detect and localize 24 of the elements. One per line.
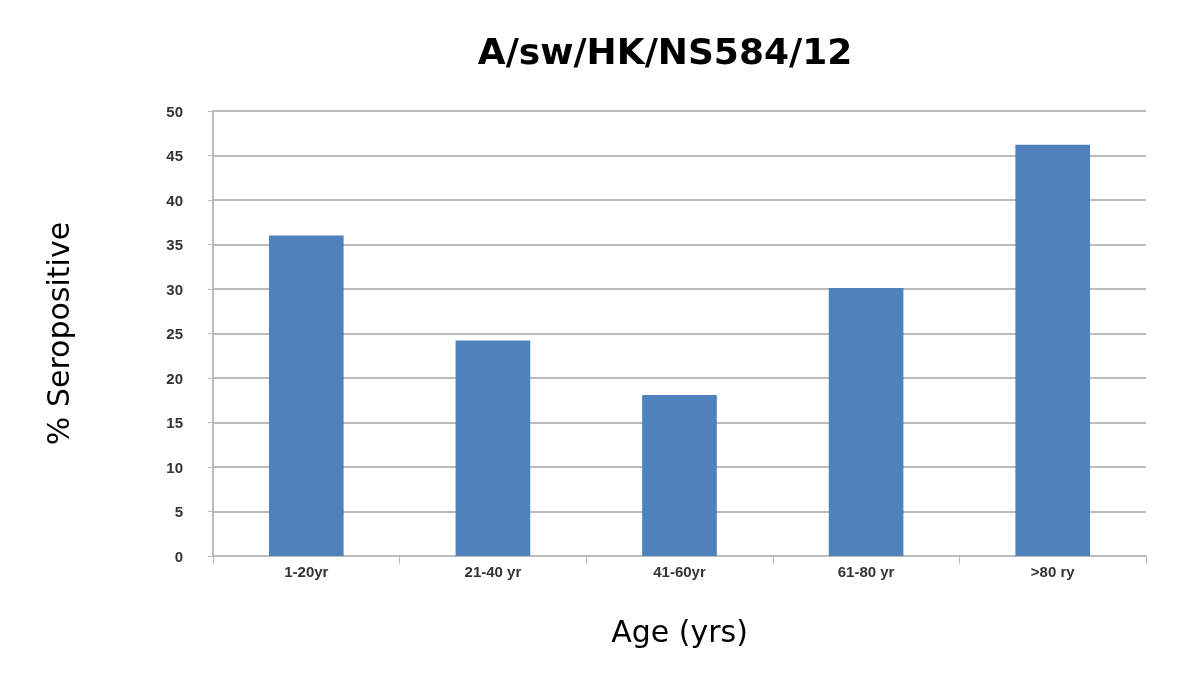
y-tick-label: 0 [174,547,183,565]
x-axis-title: Age (yrs) [611,613,748,649]
y-tick-label: 40 [166,191,183,209]
y-tick-label: 30 [166,280,183,298]
bar [1015,144,1091,556]
y-tick-label: 5 [174,503,183,520]
y-tick-label: 35 [166,236,183,253]
y-tick-label: 20 [166,369,183,387]
y-tick-label: 50 [166,102,183,120]
x-tick-label: 21-40 yr [464,563,522,580]
x-tick-label: 61-80 yr [837,563,895,580]
y-tick-label: 10 [166,458,183,476]
chart-title: A/sw/HK/NS584/12 [477,30,853,72]
y-tick-label: 25 [166,325,183,342]
y-axis-title: % Seropositive [40,221,76,446]
bar [455,340,531,556]
x-tick-label: >80 ry [1030,563,1076,580]
bar [268,235,344,556]
y-tick-label: 15 [166,414,183,431]
bar [642,394,717,556]
x-tick-label: 1-20yr [284,563,329,580]
x-tick-label: 41-60yr [653,563,706,580]
y-tick-label: 45 [166,147,183,164]
bar [828,288,904,556]
